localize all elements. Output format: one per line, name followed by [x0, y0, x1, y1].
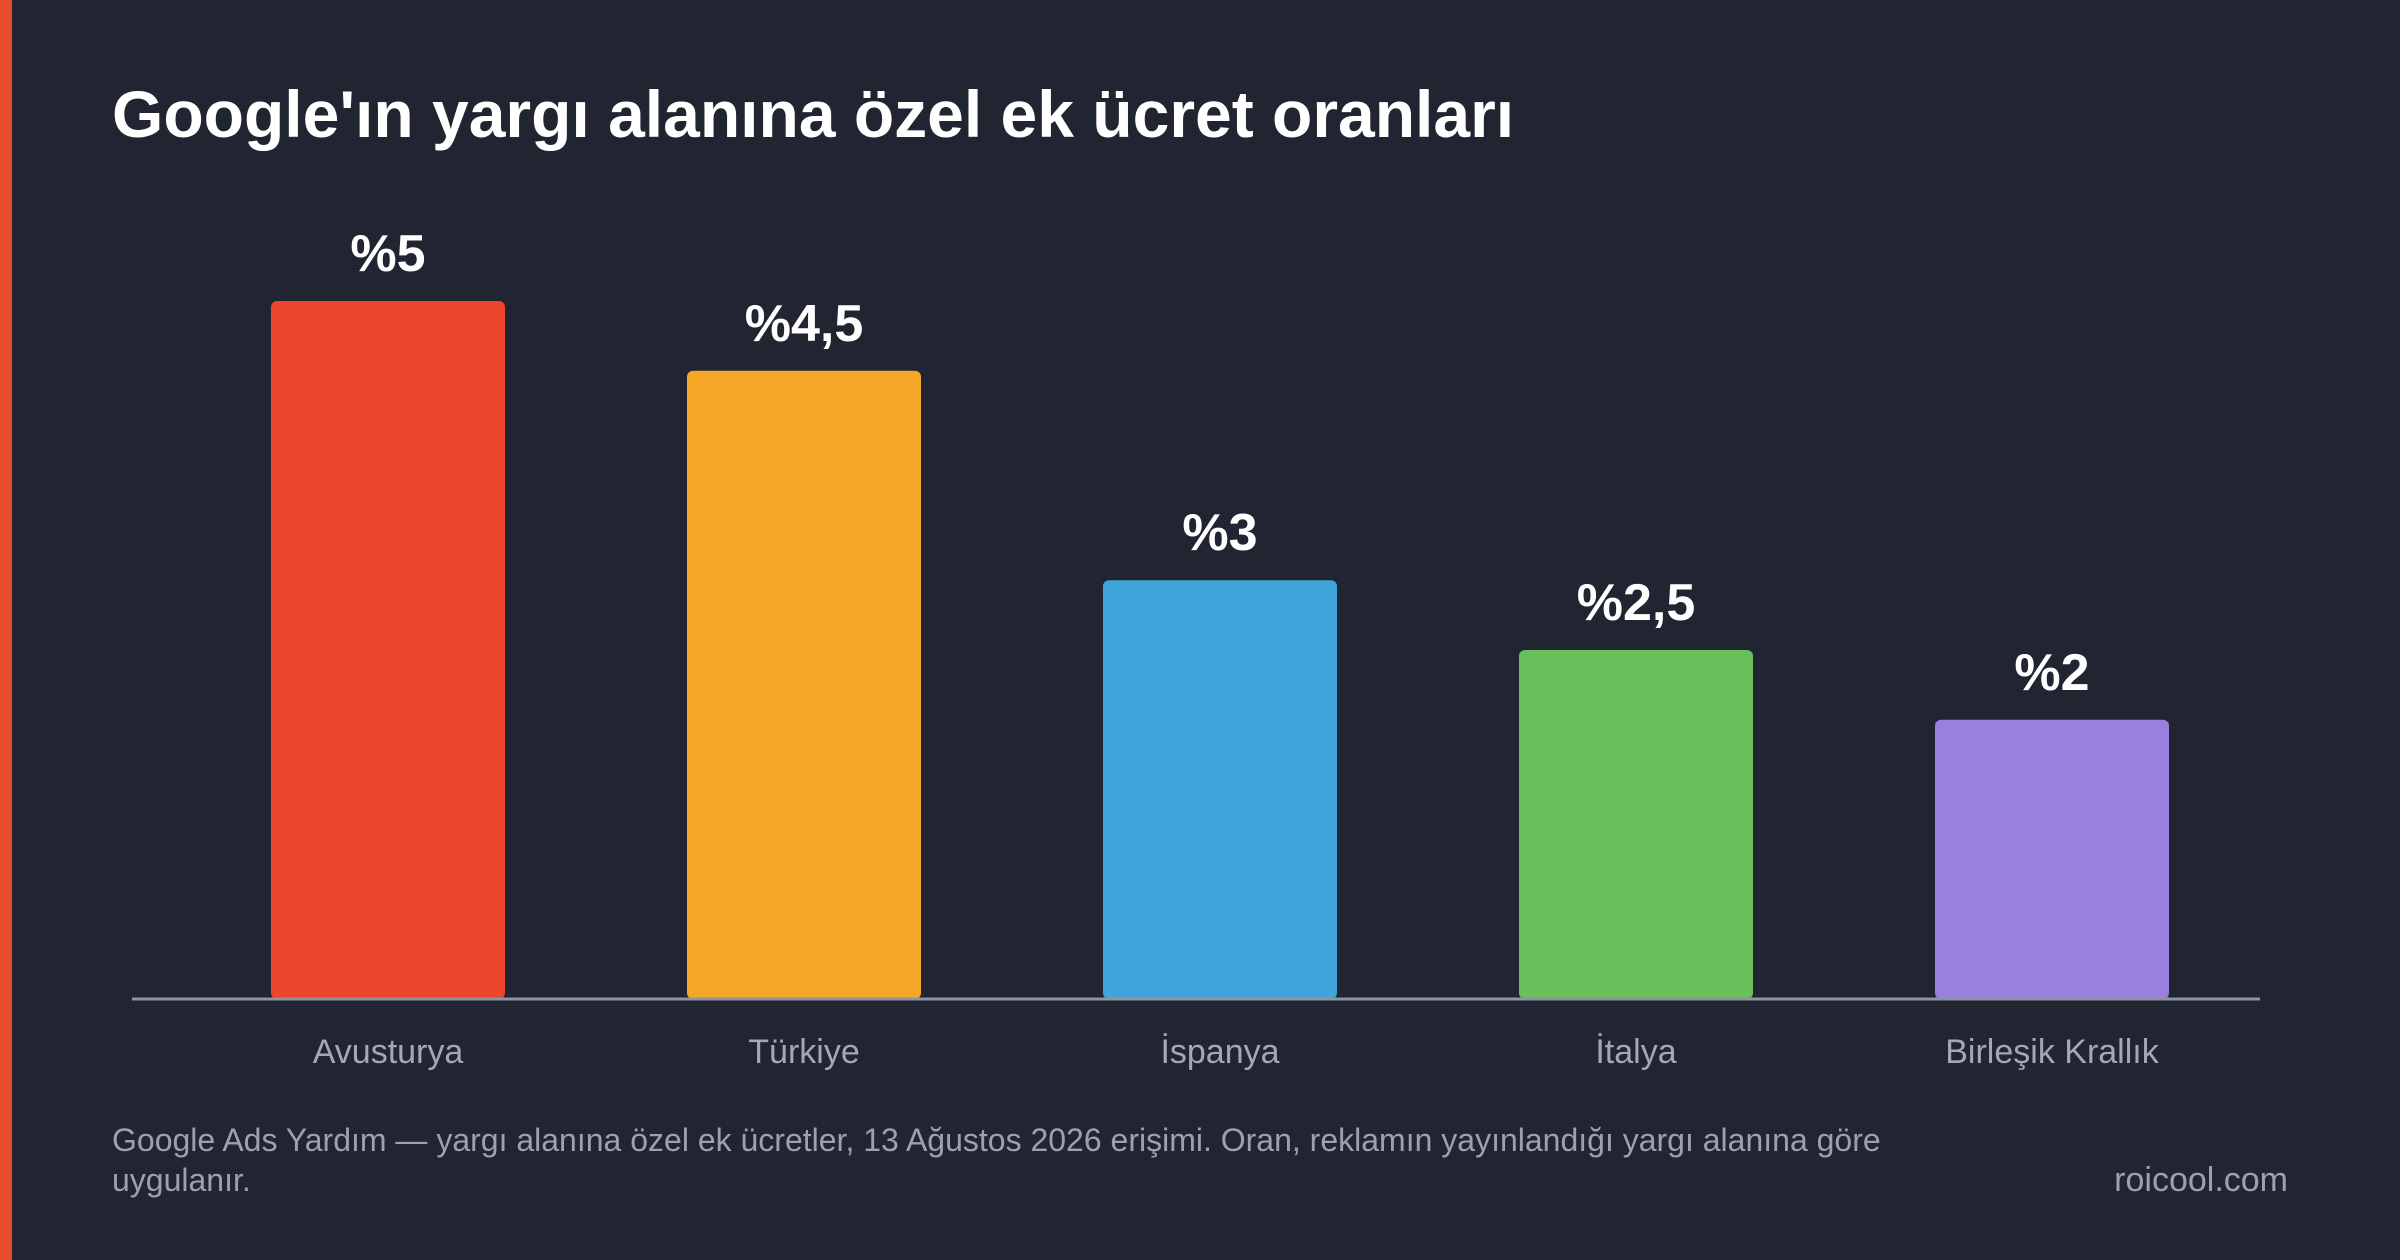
- bar-2: [1103, 580, 1337, 999]
- source-note: Google Ads Yardım — yargı alanına özel e…: [112, 1122, 1881, 1198]
- chart-title: Google'ın yargı alanına özel ek ücret or…: [112, 77, 1515, 151]
- category-label-1: Türkiye: [748, 1033, 859, 1071]
- bar-value-label-4: %2: [2014, 644, 2089, 702]
- category-label-3: İtalya: [1595, 1033, 1676, 1071]
- category-label-0: Avusturya: [313, 1033, 464, 1071]
- bar-chart: %5 Avusturya %4,5 Türkiye %3 İspanya %2,5 İtaly…: [132, 225, 2260, 1071]
- category-label-2: İspanya: [1160, 1033, 1279, 1071]
- bar-value-label-0: %5: [350, 225, 425, 283]
- bars: [271, 301, 2169, 999]
- bar-value-label-2: %3: [1182, 504, 1257, 562]
- category-label-4: Birleşik Krallık: [1945, 1033, 2159, 1071]
- bar-3: [1519, 650, 1753, 999]
- bar-4: [1935, 719, 2169, 999]
- bar-1: [687, 370, 921, 999]
- bar-value-label-1: %4,5: [745, 295, 864, 353]
- site-url: roicool.com: [2114, 1161, 2288, 1199]
- bar-value-label-3: %2,5: [1577, 574, 1696, 632]
- labels: %5 Avusturya %4,5 Türkiye %3 İspanya %2,5 İtaly…: [313, 225, 2160, 1071]
- bar-0: [271, 301, 505, 999]
- accent-stripe: [0, 0, 12, 1260]
